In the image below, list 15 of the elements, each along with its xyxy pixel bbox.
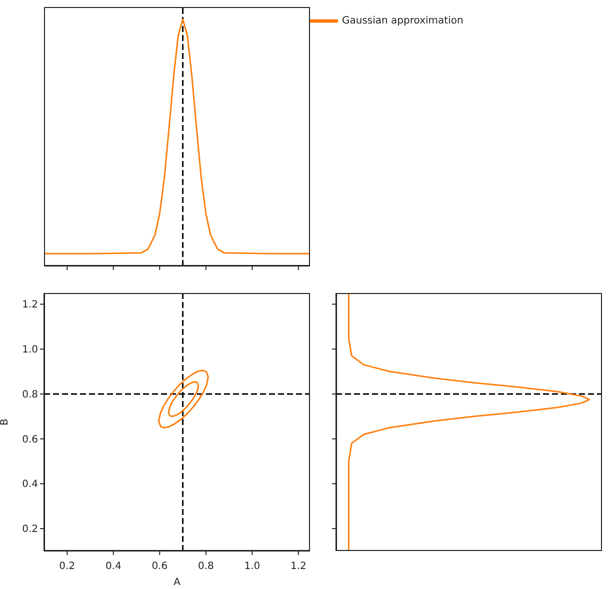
y-tick-label: 0.8: [22, 389, 38, 400]
x-tick-label: 1.2: [290, 561, 306, 572]
x-tick-label: 0.4: [105, 561, 122, 572]
x-axis-title: A: [174, 577, 181, 588]
x-tick-label: 0.2: [59, 561, 76, 572]
y-tick-label: 0.6: [22, 434, 38, 446]
x-tick-label: 1.0: [244, 561, 260, 572]
y-tick-label: 1.2: [22, 300, 38, 311]
x-tick-label: 0.6: [152, 561, 168, 572]
y-axis-title: B: [0, 418, 11, 426]
y-tick-label: 0.4: [22, 479, 38, 490]
y-tick-label: 1.0: [22, 344, 38, 356]
y-tick-label: 0.2: [22, 524, 38, 536]
legend-label: Gaussian approximation: [342, 16, 464, 27]
x-tick-label: 0.8: [198, 561, 214, 572]
